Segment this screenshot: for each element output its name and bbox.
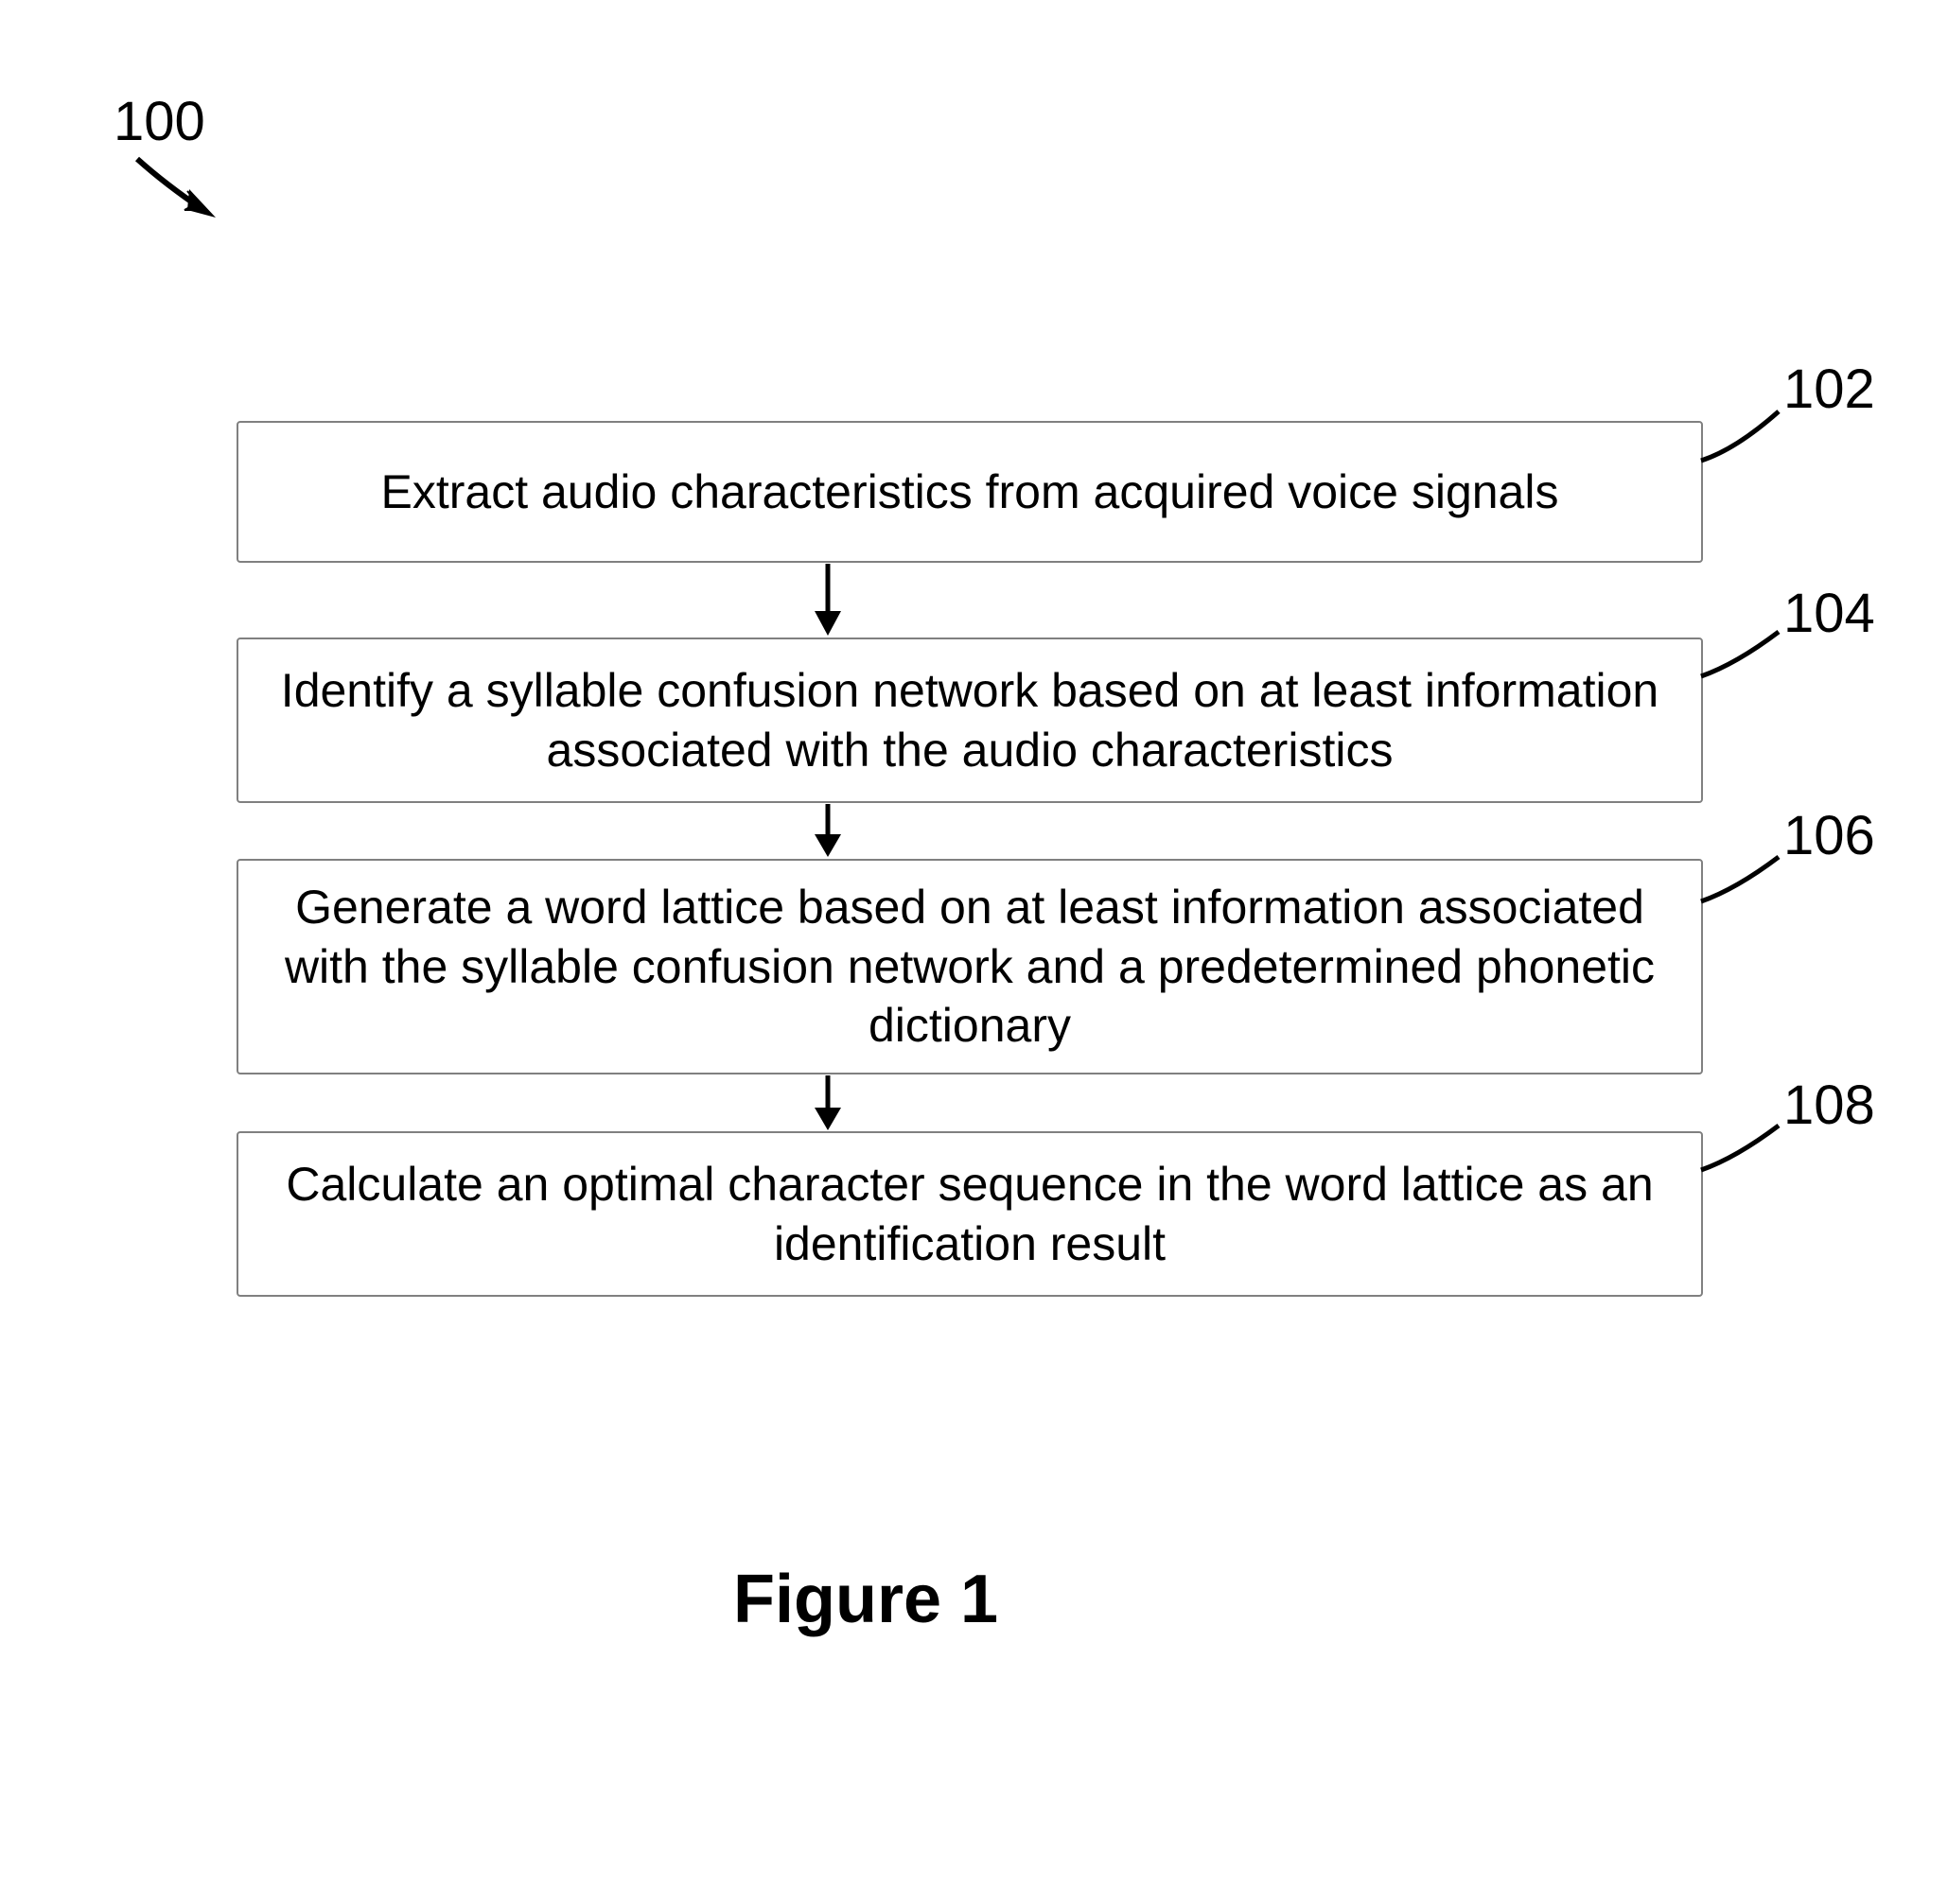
flow-arrow-3 [809,1075,847,1132]
leader-108 [1694,1118,1798,1184]
flow-arrow-2 [809,804,847,859]
step-box-102: Extract audio characteristics from acqui… [237,421,1703,563]
step-box-106: Generate a word lattice based on at leas… [237,859,1703,1074]
figure-caption: Figure 1 [733,1561,998,1638]
step-text: Identify a syllable confusion network ba… [276,661,1663,779]
flow-arrow-1 [809,564,847,638]
step-box-108: Calculate an optimal character sequence … [237,1131,1703,1297]
leader-104 [1694,624,1798,690]
figure-number-arrow [123,151,237,236]
leader-102 [1694,402,1798,478]
figure-page: 100 Extract audio characteristics from a… [0,0,1948,1904]
step-text: Calculate an optimal character sequence … [276,1155,1663,1273]
figure-number-label: 100 [114,90,205,153]
step-text: Extract audio characteristics from acqui… [381,463,1559,522]
step-box-104: Identify a syllable confusion network ba… [237,638,1703,803]
step-text: Generate a word lattice based on at leas… [276,878,1663,1056]
leader-106 [1694,849,1798,916]
